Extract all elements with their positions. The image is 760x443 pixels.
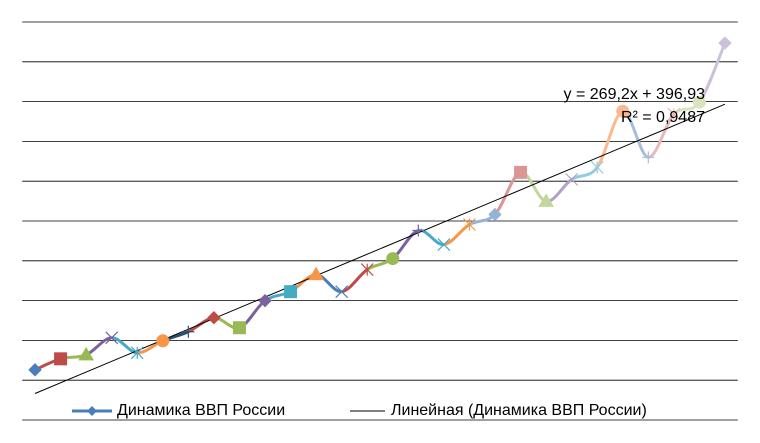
legend-marker xyxy=(87,406,97,416)
marker xyxy=(105,331,119,345)
legend-label: Линейная (Динамика ВВП России) xyxy=(391,402,647,419)
marker xyxy=(642,151,655,164)
line-segment xyxy=(417,228,445,247)
legend-label: Динамика ВВП России xyxy=(117,402,285,419)
trendline xyxy=(34,103,726,394)
marker xyxy=(514,165,528,179)
marker xyxy=(667,107,681,121)
marker xyxy=(28,363,42,377)
trend-equation: y = 269,2x + 396,93 xyxy=(564,86,706,103)
marker xyxy=(284,285,298,299)
marker xyxy=(182,325,195,338)
marker xyxy=(156,334,170,348)
marker xyxy=(718,36,732,50)
marker xyxy=(616,104,630,118)
marker xyxy=(463,218,476,231)
marker xyxy=(232,321,246,335)
marker xyxy=(54,352,68,366)
line-segment xyxy=(570,166,599,181)
marker xyxy=(412,224,425,237)
trend-r-squared: R² = 0,9487 xyxy=(621,109,705,126)
plot xyxy=(22,21,738,421)
marker xyxy=(258,293,272,308)
marker xyxy=(538,193,554,207)
marker xyxy=(308,266,324,281)
line-segment xyxy=(595,109,624,169)
marker xyxy=(207,311,221,325)
marker xyxy=(130,346,144,360)
marker xyxy=(386,252,400,266)
marker xyxy=(78,346,95,361)
marker xyxy=(488,207,502,222)
line-segment xyxy=(647,113,676,159)
marker xyxy=(335,285,349,299)
line-segment xyxy=(111,336,138,355)
marker xyxy=(437,238,451,251)
marker xyxy=(590,160,604,174)
marker xyxy=(360,263,374,277)
marker xyxy=(692,95,706,109)
marker xyxy=(565,172,579,186)
